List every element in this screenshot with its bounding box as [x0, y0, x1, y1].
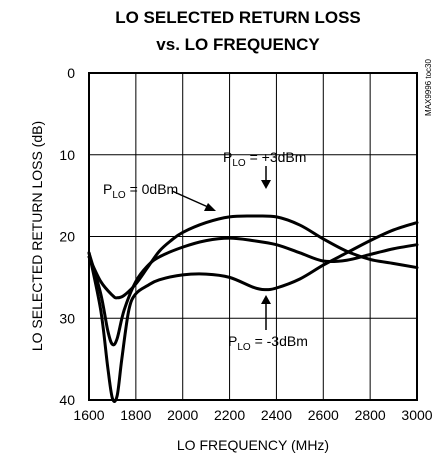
- arrowhead-0dbm: [204, 203, 216, 211]
- y-tick-label: 0: [67, 65, 75, 81]
- chart-title-line2: vs. LO FREQUENCY: [156, 35, 320, 54]
- y-tick-label: 30: [59, 310, 75, 326]
- y-tick-labels: 0 10 20 30 40: [59, 65, 75, 408]
- x-tick-label: 2000: [167, 407, 198, 423]
- x-tick-labels: 1600 1800 2000 2200 2400 2600 2800 3000: [73, 407, 432, 423]
- x-tick-label: 1600: [73, 407, 104, 423]
- annotation-plus3dbm: PLO = +3dBm: [223, 149, 306, 169]
- series-line-minus3dbm: [87, 221, 419, 403]
- y-tick-label: 10: [59, 147, 75, 163]
- x-tick-label: 2800: [355, 407, 386, 423]
- series-line-0dbm: [87, 236, 419, 347]
- y-axis-label: LO SELECTED RETURN LOSS (dB): [29, 121, 45, 351]
- x-tick-label: 1800: [120, 407, 151, 423]
- x-tick-label: 2400: [261, 407, 292, 423]
- series-line-plus3dbm: [87, 214, 419, 300]
- y-tick-label: 20: [59, 229, 75, 245]
- y-tick-label: 40: [59, 392, 75, 408]
- x-tick-label: 2600: [308, 407, 339, 423]
- arrowhead-plus3dbm: [261, 180, 271, 189]
- x-axis-label: LO FREQUENCY (MHz): [177, 437, 329, 453]
- chart-title-line1: LO SELECTED RETURN LOSS: [115, 8, 361, 27]
- grid-lines: [89, 73, 417, 400]
- annotation-minus3dbm: PLO = -3dBm: [228, 333, 308, 353]
- figure-code: MAX9996 toc30: [424, 59, 433, 116]
- plot-frame: [88, 72, 418, 401]
- x-tick-label: 2200: [214, 407, 245, 423]
- arrowhead-minus3dbm: [261, 295, 271, 304]
- annotation-0dbm: PLO = 0dBm: [103, 181, 178, 201]
- series-lines: [87, 214, 419, 403]
- x-tick-label: 3000: [401, 407, 432, 423]
- arrow-0dbm: [171, 190, 209, 208]
